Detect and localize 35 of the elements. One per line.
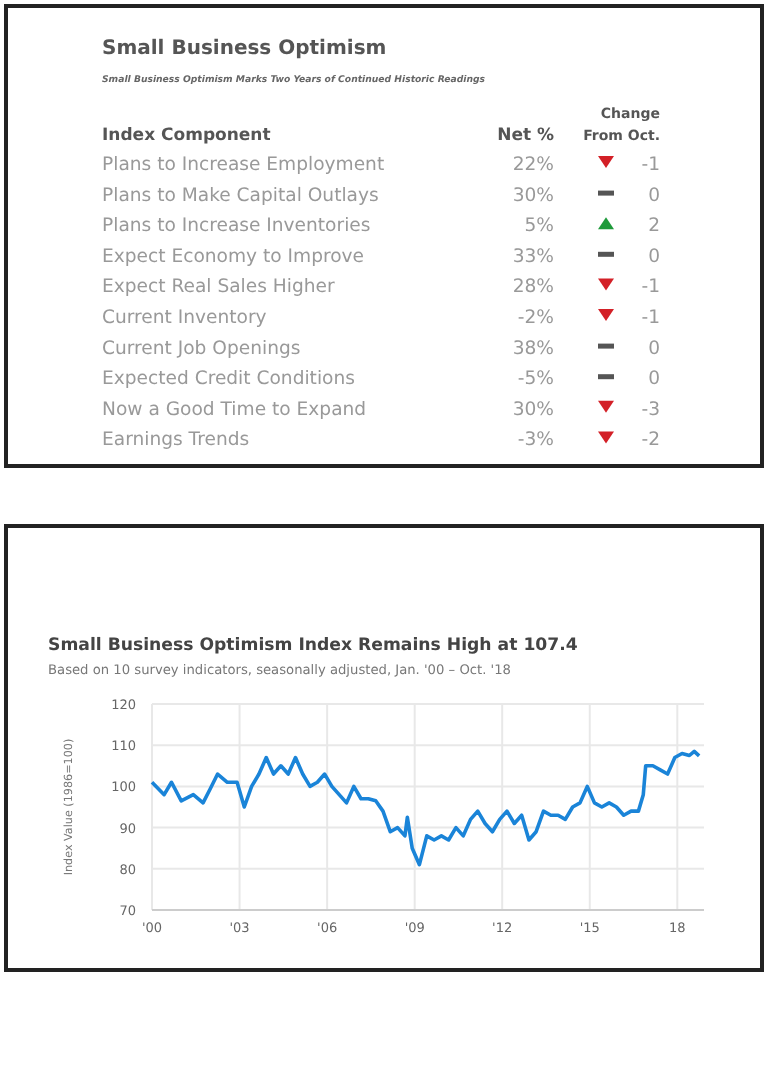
category-label: Now a Good Time to Expand (102, 398, 367, 421)
data-label: 0 (648, 245, 661, 268)
data-label: 33% (512, 245, 555, 268)
data-label: 38% (512, 337, 555, 360)
data-label: -1 (641, 276, 661, 299)
data-label: 2 (648, 215, 660, 238)
category-label: Plans to Make Capital Outlays (102, 184, 379, 207)
category-label: Expect Economy to Improve (102, 245, 365, 268)
data-label: 0 (648, 368, 661, 391)
category-label: Current Job Openings (102, 337, 301, 360)
chart-title: Small Business Optimism Index Remains High at 107.4 (48, 636, 578, 656)
category-label: Expected Credit Conditions (102, 368, 356, 391)
category-label: Plans to Increase Employment (102, 154, 385, 176)
data-label: -1 (641, 307, 661, 329)
data-label: 22% (512, 154, 555, 176)
data-label: 30% (512, 398, 555, 421)
line-series (150, 749, 701, 867)
category-label: Expect Real Sales Higher (102, 276, 335, 299)
data-label: 28% (512, 276, 555, 299)
text: Small Business Optimism (102, 38, 387, 60)
data-label: -1 (641, 154, 661, 176)
category-label: Plans to Increase Inventories (102, 215, 371, 238)
data-label: -3% (517, 429, 555, 452)
series-label: Net % (497, 126, 555, 146)
data-label: -2 (641, 429, 660, 452)
data-label: -5% (517, 368, 555, 391)
data-label: 5% (524, 215, 555, 238)
category-label: Current Inventory (102, 307, 268, 329)
category-label: Earnings Trends (102, 429, 250, 452)
data-label: 0 (648, 184, 661, 207)
data-label: 30% (512, 184, 555, 207)
data-label: -3 (641, 398, 661, 421)
data-label: 0 (648, 337, 661, 360)
text: Index Component (102, 126, 271, 146)
data-label: -2% (517, 307, 555, 329)
